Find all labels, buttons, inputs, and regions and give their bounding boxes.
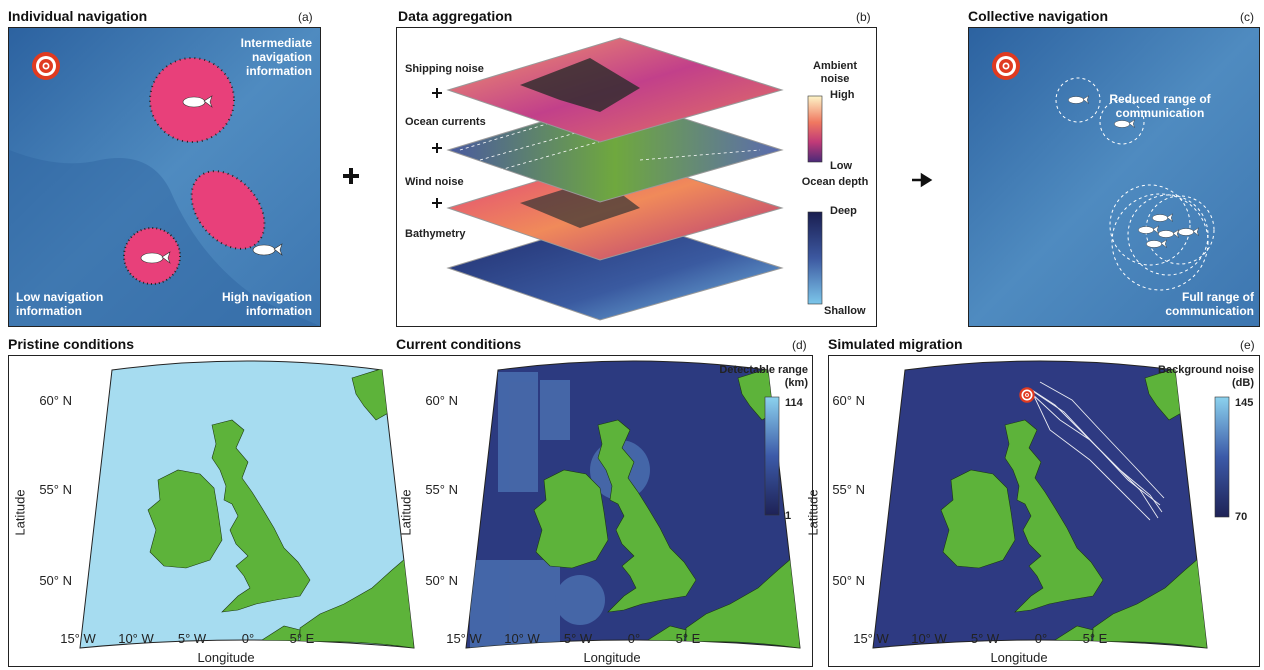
- colorbar-ocean-depth: [808, 212, 822, 304]
- panel-letter: (d): [792, 338, 807, 352]
- annotation: Reduced range of communication: [1100, 92, 1220, 120]
- colorbar-tick: 145: [1235, 397, 1253, 409]
- x-tick-label: 15° W: [434, 631, 494, 646]
- arrow: [912, 175, 930, 185]
- colorbar-background-noise: [1215, 397, 1229, 517]
- x-tick-label: 5° W: [955, 631, 1015, 646]
- colorbar-title: Background noise (dB): [1140, 364, 1254, 390]
- x-axis-label: Longitude: [989, 650, 1049, 665]
- plus-operator: [343, 168, 359, 184]
- colorbar-title: Ocean depth: [800, 176, 870, 189]
- figure: Individual navigation (a) Data aggregati…: [0, 0, 1264, 670]
- colorbar-label: Deep: [830, 205, 857, 217]
- colorbar-tick: 70: [1235, 511, 1247, 523]
- layer-label: Wind noise: [405, 176, 464, 188]
- x-tick-label: 0°: [218, 631, 278, 646]
- map-current: [466, 361, 800, 650]
- y-tick-label: 60° N: [416, 393, 458, 408]
- colorbar-tick: 114: [785, 397, 803, 409]
- y-tick-label: 50° N: [416, 573, 458, 588]
- y-axis-label: Latitude: [806, 483, 821, 543]
- panel-title: Simulated migration: [828, 336, 963, 352]
- x-tick-label: 5° W: [548, 631, 608, 646]
- colorbar-ambient-noise: [808, 96, 822, 162]
- annotation: Intermediate navigation information: [212, 36, 312, 78]
- x-tick-label: 5° E: [1065, 631, 1125, 646]
- colorbar-title: Detectable range (km): [700, 364, 808, 390]
- colorbar-label: Low: [830, 160, 852, 172]
- panel-title: Pristine conditions: [8, 336, 134, 352]
- annotation: High navigation information: [192, 290, 312, 318]
- y-axis-label: Latitude: [399, 483, 414, 543]
- annotation: Full range of communication: [1140, 290, 1254, 318]
- colorbar-label: High: [830, 89, 854, 101]
- panel-title: Data aggregation: [398, 8, 512, 24]
- panel-title: Individual navigation: [8, 8, 147, 24]
- y-tick-label: 55° N: [416, 482, 458, 497]
- y-axis-label: Latitude: [13, 483, 28, 543]
- layer-label: Ocean currents: [405, 116, 486, 128]
- panel-letter: (c): [1240, 10, 1254, 24]
- map-pristine: [80, 361, 414, 648]
- colorbar-detectable-range: [765, 397, 779, 515]
- x-axis-label: Longitude: [196, 650, 256, 665]
- y-tick-label: 50° N: [823, 573, 865, 588]
- layer-label: Bathymetry: [405, 228, 466, 240]
- x-tick-label: 0°: [1011, 631, 1071, 646]
- x-tick-label: 10° W: [492, 631, 552, 646]
- x-axis-label: Longitude: [582, 650, 642, 665]
- x-tick-label: 0°: [604, 631, 664, 646]
- colorbar-label: Shallow: [824, 305, 866, 317]
- x-tick-label: 15° W: [841, 631, 901, 646]
- panel-title: Current conditions: [396, 336, 521, 352]
- x-tick-label: 5° W: [162, 631, 222, 646]
- y-tick-label: 50° N: [30, 573, 72, 588]
- y-tick-label: 60° N: [823, 393, 865, 408]
- map-migration: [873, 361, 1207, 648]
- x-tick-label: 5° E: [658, 631, 718, 646]
- layer-label: Shipping noise: [405, 63, 484, 75]
- panel-letter: (e): [1240, 338, 1255, 352]
- colorbar-tick: 1: [785, 510, 791, 522]
- panel-letter: (b): [856, 10, 871, 24]
- figure-graphics: [0, 0, 1264, 670]
- y-tick-label: 55° N: [823, 482, 865, 497]
- panel-letter: (a): [298, 10, 313, 24]
- panel-title: Collective navigation: [968, 8, 1108, 24]
- colorbar-title: Ambient noise: [800, 60, 870, 86]
- x-tick-label: 10° W: [899, 631, 959, 646]
- y-tick-label: 60° N: [30, 393, 72, 408]
- x-tick-label: 15° W: [48, 631, 108, 646]
- y-tick-label: 55° N: [30, 482, 72, 497]
- annotation: Low navigation information: [16, 290, 116, 318]
- x-tick-label: 5° E: [272, 631, 332, 646]
- x-tick-label: 10° W: [106, 631, 166, 646]
